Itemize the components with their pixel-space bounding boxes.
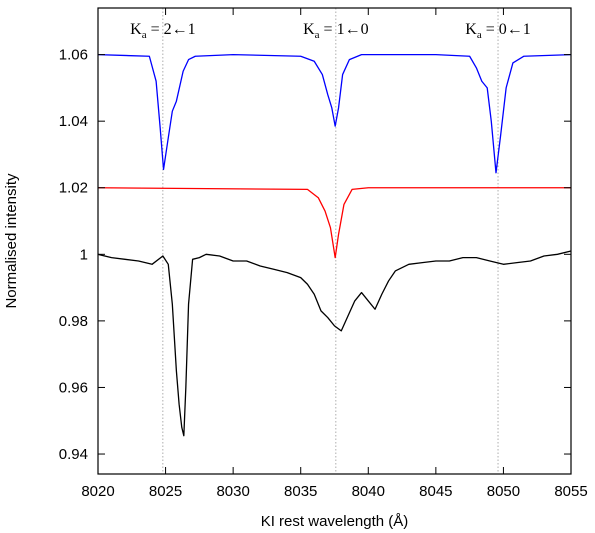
series-line-0 (97, 53, 572, 174)
plot-frame (97, 7, 572, 475)
x-tick-label: 8030 (216, 483, 249, 500)
transition-annotations: Ka = 2←1 Ka = 1←0 Ka = 0←1 (130, 21, 531, 41)
y-tick-label: 0.98 (59, 313, 88, 330)
y-tick-label: 1.04 (59, 113, 88, 130)
y-tick-label: 1 (80, 246, 88, 263)
y-tick-label: 1.06 (59, 47, 88, 64)
series-line-1 (97, 187, 571, 259)
x-tick-label: 8020 (81, 483, 114, 500)
x-tick-label: 8055 (554, 483, 587, 500)
series-layer (97, 53, 572, 437)
y-tick-label: 0.94 (59, 446, 88, 463)
y-axis: 0.94 0.96 0.98 1 1.02 1.04 1.06 (59, 47, 571, 463)
series-line-2 (97, 250, 572, 437)
transition-label-0: Ka = 2←1 (130, 21, 195, 41)
y-tick-label: 0.96 (59, 379, 88, 396)
x-tick-label: 8025 (149, 483, 182, 500)
x-axis: 8020 8025 8030 8035 8040 8045 8050 8055 (81, 8, 588, 500)
x-tick-label: 8045 (419, 483, 452, 500)
x-tick-label: 8040 (352, 483, 385, 500)
transition-label-2: Ka = 0←1 (465, 21, 530, 41)
transition-label-1: Ka = 1←0 (303, 21, 368, 41)
reference-lines (162, 8, 499, 474)
y-axis-label: Normalised intensity (3, 173, 20, 309)
x-tick-label: 8050 (487, 483, 520, 500)
x-tick-label: 8035 (284, 483, 317, 500)
y-tick-label: 1.02 (59, 180, 88, 197)
x-axis-label: KI rest wavelength (Å) (261, 513, 409, 530)
